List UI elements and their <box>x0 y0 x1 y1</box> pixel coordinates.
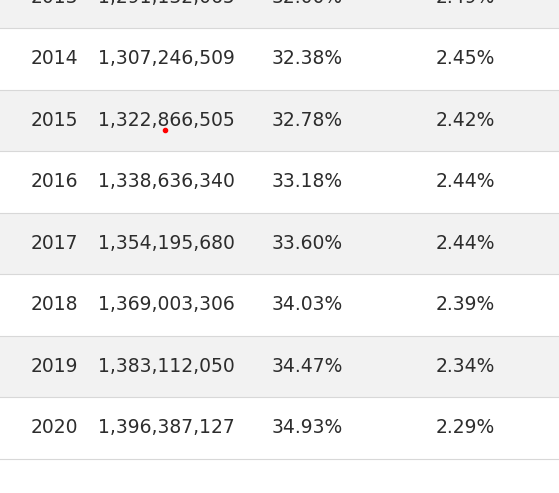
Text: 2.34%: 2.34% <box>436 357 495 376</box>
Text: 2.42%: 2.42% <box>436 111 495 130</box>
Text: 2.49%: 2.49% <box>436 0 495 7</box>
Text: 2.44%: 2.44% <box>436 172 495 191</box>
Text: 2.45%: 2.45% <box>436 49 495 68</box>
Bar <box>0 0 559 28</box>
Text: 1,383,112,050: 1,383,112,050 <box>98 357 235 376</box>
Text: 2.39%: 2.39% <box>436 295 495 314</box>
Text: 2018: 2018 <box>31 295 78 314</box>
Text: 2013: 2013 <box>31 0 78 7</box>
Bar <box>0 151 559 212</box>
Text: 1,307,246,509: 1,307,246,509 <box>98 49 235 68</box>
Text: 1,354,195,680: 1,354,195,680 <box>98 234 235 253</box>
Text: 34.03%: 34.03% <box>271 295 342 314</box>
Bar <box>0 90 559 151</box>
Text: 2017: 2017 <box>31 234 78 253</box>
Text: 1,338,636,340: 1,338,636,340 <box>98 172 235 191</box>
Bar <box>0 28 559 90</box>
Bar <box>0 274 559 336</box>
Bar <box>0 212 559 274</box>
Text: 2016: 2016 <box>31 172 78 191</box>
Text: 1,396,387,127: 1,396,387,127 <box>98 418 235 437</box>
Text: 2015: 2015 <box>31 111 78 130</box>
Text: 2.29%: 2.29% <box>436 418 495 437</box>
Text: 2020: 2020 <box>31 418 78 437</box>
Text: 34.47%: 34.47% <box>271 357 343 376</box>
Text: 34.93%: 34.93% <box>271 418 342 437</box>
Bar <box>0 336 559 397</box>
Text: 1,291,132,065: 1,291,132,065 <box>98 0 235 7</box>
Text: 33.60%: 33.60% <box>271 234 342 253</box>
Text: 2014: 2014 <box>31 49 78 68</box>
Text: 2019: 2019 <box>31 357 78 376</box>
Text: 2.44%: 2.44% <box>436 234 495 253</box>
Text: 33.18%: 33.18% <box>271 172 342 191</box>
Text: 32.78%: 32.78% <box>271 111 342 130</box>
Text: 32.00%: 32.00% <box>271 0 342 7</box>
Text: 32.38%: 32.38% <box>271 49 342 68</box>
Text: 1,322,866,505: 1,322,866,505 <box>98 111 235 130</box>
Bar <box>0 397 559 458</box>
Text: 1,369,003,306: 1,369,003,306 <box>98 295 235 314</box>
